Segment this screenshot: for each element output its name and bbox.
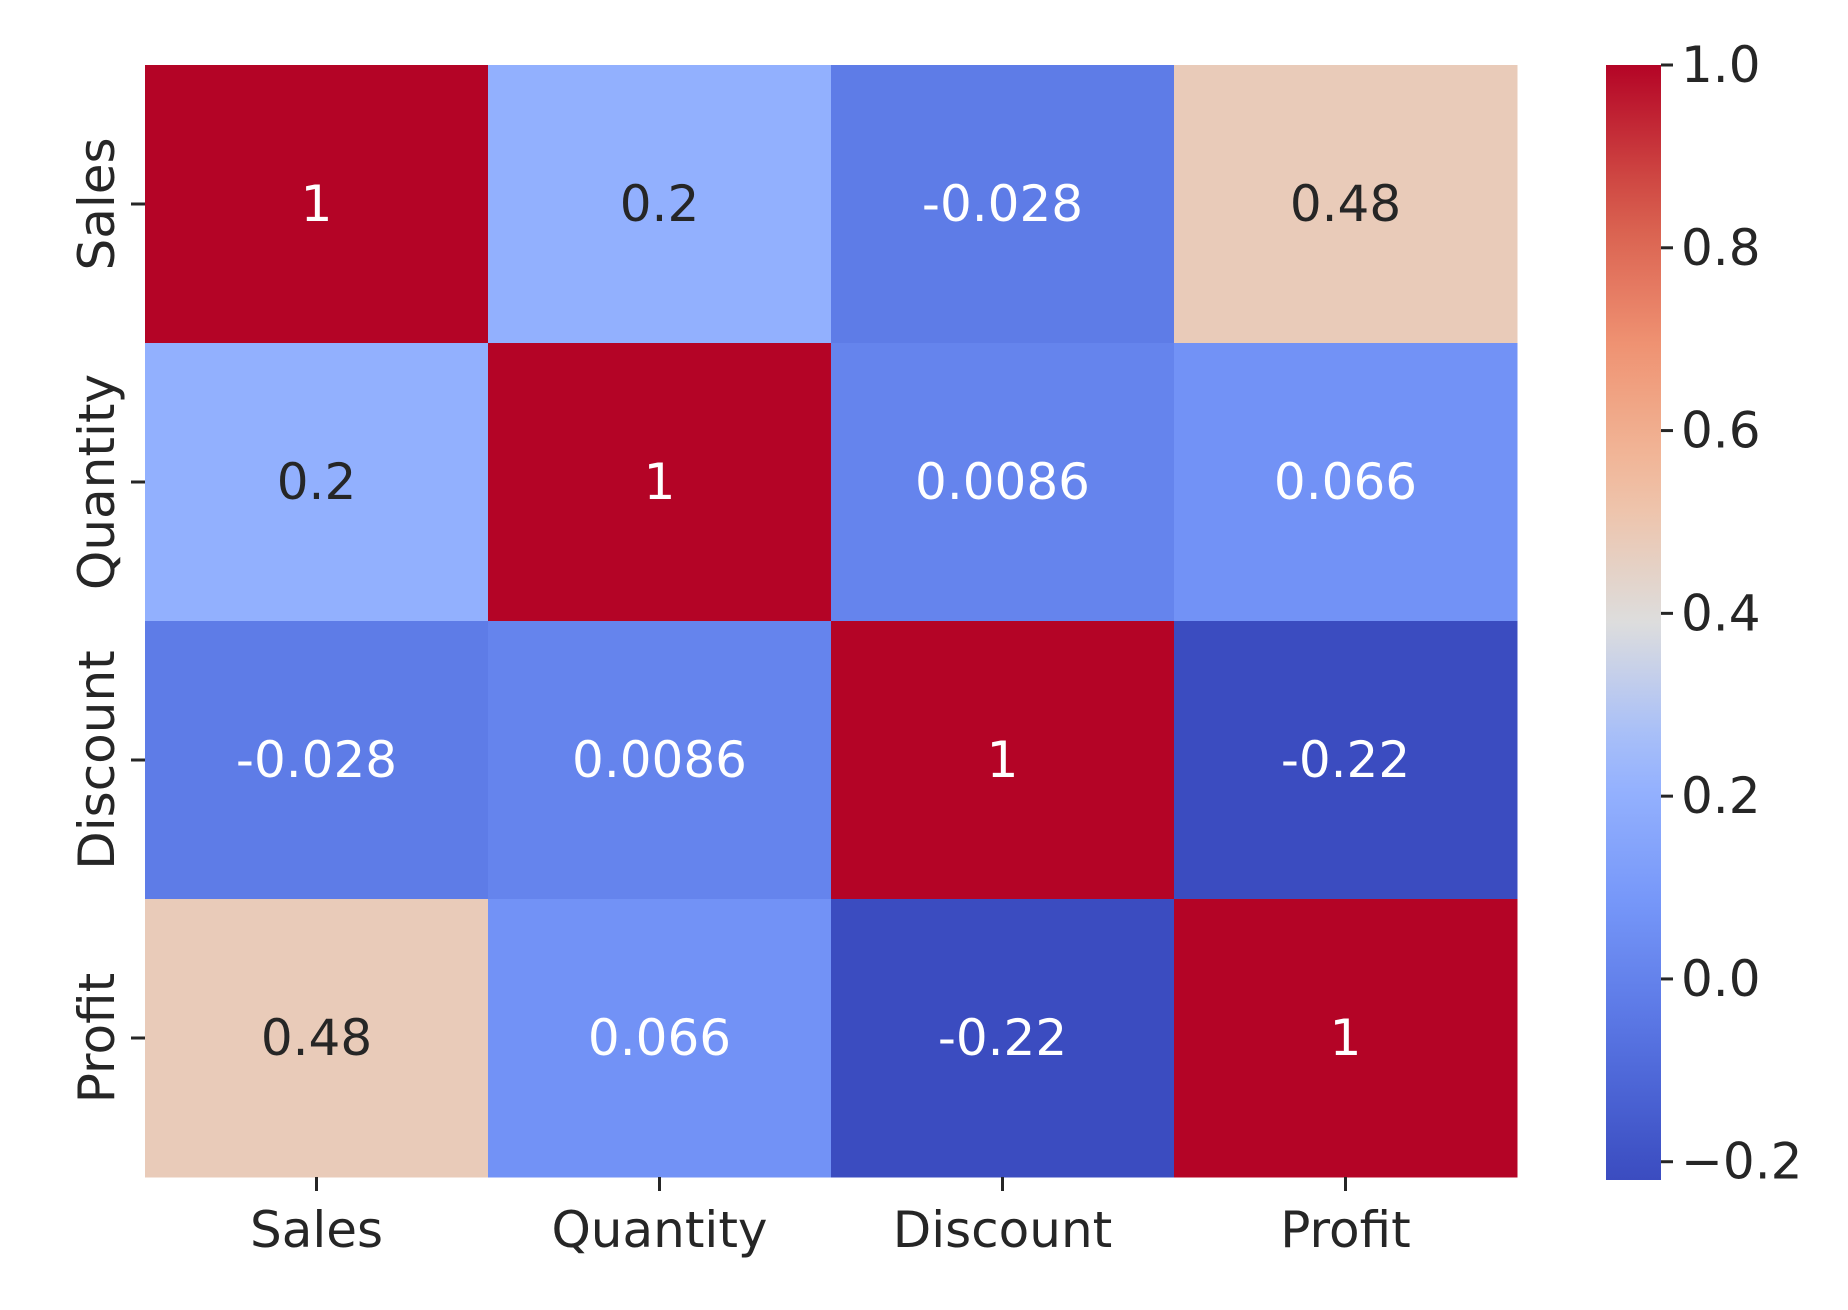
cell-annotation: 0.2 (620, 175, 700, 233)
y-tick-label: Discount (68, 650, 126, 870)
cell-annotation: 0.48 (261, 1009, 372, 1067)
cell-annotation: 1 (301, 175, 333, 233)
x-tick-label: Discount (893, 1201, 1113, 1259)
colorbar-tick-label: 0.6 (1681, 402, 1761, 460)
heatmap-cell (1174, 621, 1518, 900)
colorbar-tick-label: 0.4 (1681, 584, 1761, 642)
heatmap-cell (831, 899, 1175, 1178)
colorbar: 1.0 0.8 0.6 0.4 0.2 0.0 −0.2 (1606, 36, 1802, 1191)
y-tick-label: Sales (68, 137, 126, 270)
y-tick-label: Profit (68, 973, 126, 1103)
cell-annotation: -0.028 (922, 175, 1083, 233)
colorbar-tick-label: 0.8 (1681, 219, 1761, 277)
y-tick-label: Quantity (68, 374, 126, 590)
cell-annotation: 0.2 (277, 453, 357, 511)
cell-annotation: 0.48 (1290, 175, 1401, 233)
heatmap-cell (831, 621, 1175, 900)
cell-annotation: 1 (644, 453, 676, 511)
cell-annotation: 1 (987, 731, 1019, 789)
x-tick-label: Sales (250, 1201, 383, 1259)
heatmap-cell (145, 65, 489, 344)
colorbar-gradient (1606, 65, 1661, 1180)
heatmap-cell (145, 621, 489, 900)
heatmap-cell (488, 621, 832, 900)
heatmap-cell (831, 343, 1175, 622)
heatmap-cell (488, 899, 832, 1178)
heatmap-cells (145, 65, 1518, 1178)
cell-annotation: -0.028 (236, 731, 397, 789)
heatmap-cell (145, 899, 489, 1178)
heatmap-cell (1174, 65, 1518, 344)
cell-annotation: 0.0086 (915, 453, 1090, 511)
heatmap-cell (488, 65, 832, 344)
colorbar-tick-label: 1.0 (1681, 36, 1761, 94)
heatmap-annotations: 1 0.2 -0.028 0.48 0.2 1 0.0086 0.066 -0.028 0.008… (236, 175, 1417, 1067)
colorbar-ticks: 1.0 0.8 0.6 0.4 0.2 0.0 −0.2 (1661, 36, 1802, 1191)
colorbar-tick-label: 0.0 (1681, 950, 1761, 1008)
x-axis: Sales Quantity Discount Profit (250, 1177, 1411, 1259)
heatmap-cell (1174, 343, 1518, 622)
x-tick-label: Quantity (551, 1201, 767, 1259)
cell-annotation: 0.066 (1274, 453, 1417, 511)
heatmap-cell (145, 343, 489, 622)
heatmap-cell (831, 65, 1175, 344)
cell-annotation: 0.0086 (572, 731, 747, 789)
y-axis: Sales Quantity Discount Profit (68, 137, 145, 1103)
x-tick-label: Profit (1280, 1201, 1410, 1259)
cell-annotation: 0.066 (588, 1009, 731, 1067)
heatmap-cell (488, 343, 832, 622)
cell-annotation: -0.22 (938, 1009, 1067, 1067)
colorbar-tick-label: 0.2 (1681, 767, 1761, 825)
cell-annotation: 1 (1330, 1009, 1362, 1067)
heatmap-cell (1174, 899, 1518, 1178)
colorbar-tick-label: −0.2 (1681, 1133, 1802, 1191)
cell-annotation: -0.22 (1281, 731, 1410, 789)
